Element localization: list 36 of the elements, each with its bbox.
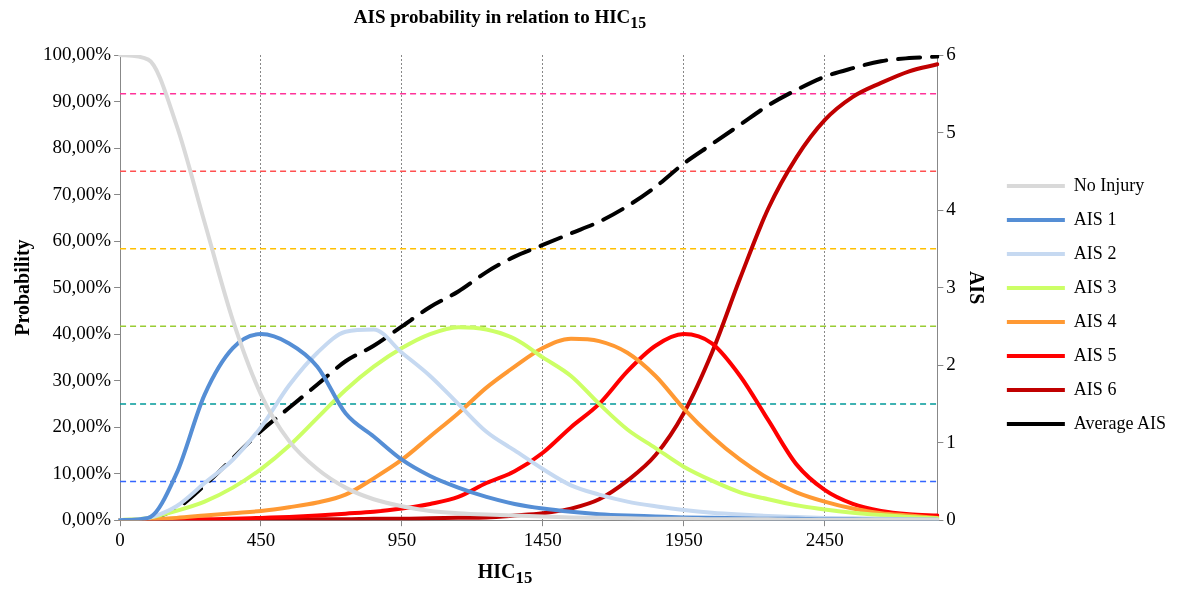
- legend-label: No Injury: [1073, 174, 1145, 195]
- legend-label: AIS 5: [1073, 344, 1117, 365]
- x-tick-label: 950: [387, 528, 417, 550]
- y-tick-label: 80,00%: [52, 136, 112, 158]
- y-tick-label: 100,00%: [43, 42, 112, 64]
- legend-label: AIS 1: [1073, 208, 1117, 229]
- y2-tick-label: 6: [946, 42, 956, 64]
- x-tick-label: 0: [115, 528, 125, 550]
- x-tick-label: 450: [246, 528, 276, 550]
- chart-title: AIS probability in relation to HIC$_{15}$: [352, 6, 648, 32]
- y-tick-label: 50,00%: [52, 275, 112, 297]
- y-tick-label: 60,00%: [52, 229, 112, 251]
- x-tick-label: 1450: [523, 528, 562, 550]
- legend-label: AIS 2: [1073, 242, 1117, 263]
- y2-tick-label: 1: [946, 430, 956, 452]
- legend-label: AIS 4: [1073, 310, 1117, 331]
- y-tick-label: 10,00%: [52, 461, 112, 483]
- x-axis-title: HIC$_{15}$: [476, 560, 534, 588]
- y-tick-label: 90,00%: [52, 89, 112, 111]
- legend-label: AIS 3: [1073, 276, 1117, 297]
- legend-label: AIS 6: [1073, 378, 1117, 399]
- y2-tick-label: 0: [946, 508, 956, 530]
- y-tick-label: 30,00%: [52, 368, 112, 390]
- y2-tick-label: 2: [946, 353, 956, 375]
- y-tick-label: 40,00%: [52, 322, 112, 344]
- y-tick-label: 70,00%: [52, 182, 112, 204]
- y-tick-label: 0,00%: [62, 508, 112, 530]
- y2-tick-label: 4: [946, 198, 957, 220]
- x-tick-label: 2450: [805, 528, 844, 550]
- legend-label: Average AIS: [1073, 412, 1167, 433]
- y2-tick-label: 3: [946, 275, 956, 297]
- y2-axis-title: AIS: [965, 270, 988, 305]
- y-tick-label: 20,00%: [52, 415, 112, 437]
- x-tick-label: 1950: [664, 528, 703, 550]
- y2-tick-label: 5: [946, 120, 956, 142]
- y-axis-title: Probability: [11, 239, 35, 336]
